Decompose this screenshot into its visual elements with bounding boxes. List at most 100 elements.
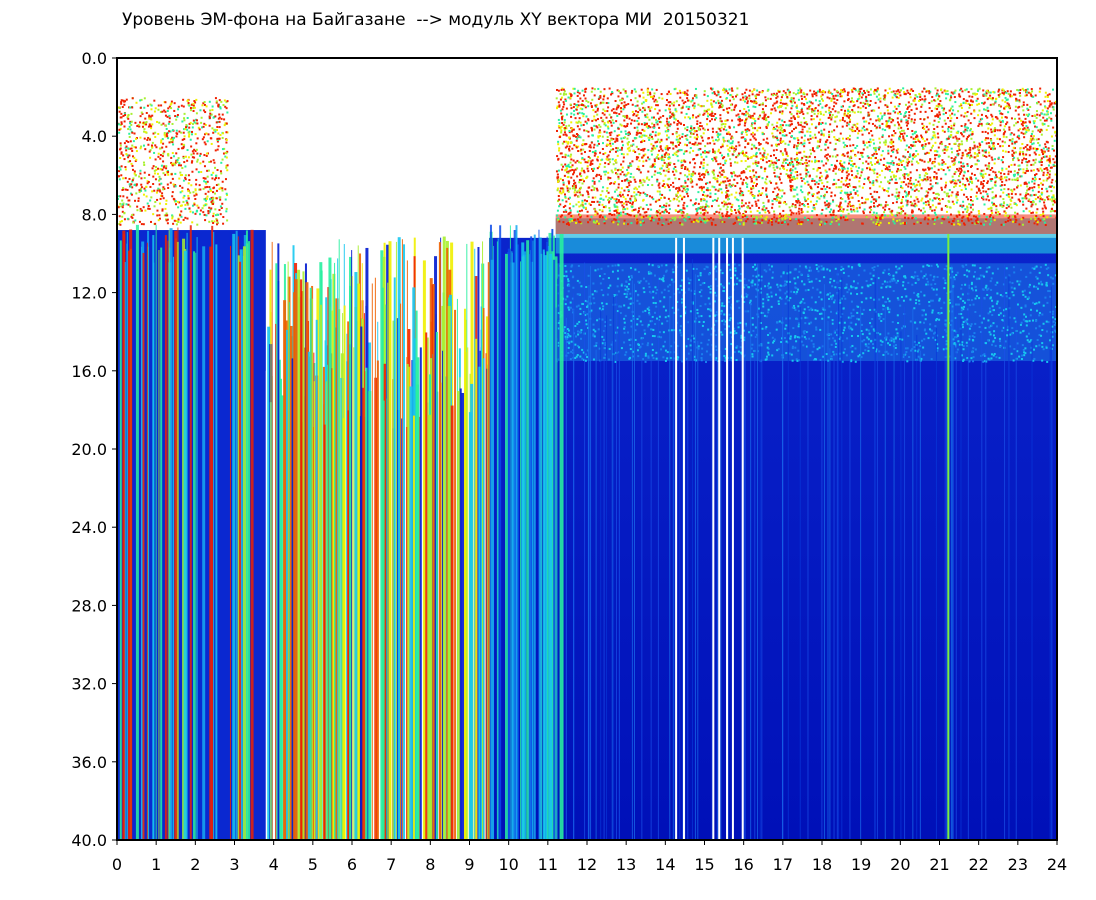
speckle: [764, 208, 767, 211]
speckle: [789, 186, 792, 189]
speckle: [918, 99, 921, 102]
speckle: [1028, 186, 1031, 189]
speckle: [736, 93, 739, 96]
speckle: [908, 114, 911, 117]
speckle: [817, 112, 820, 115]
speckle: [1043, 119, 1046, 122]
speckle: [590, 126, 593, 129]
speckle: [1000, 112, 1003, 115]
speckle: [603, 165, 606, 168]
speckle: [596, 158, 599, 161]
speckle: [675, 194, 678, 197]
speckle: [619, 191, 622, 194]
speckle: [638, 185, 641, 188]
speckle: [906, 158, 909, 161]
speckle: [796, 147, 799, 150]
speckle: [987, 132, 990, 135]
speckle: [776, 193, 779, 196]
speckle: [598, 201, 601, 204]
speckle: [800, 102, 803, 105]
speckle: [711, 158, 714, 161]
speckle: [632, 209, 635, 212]
speckle: [913, 118, 916, 121]
speckle: [910, 182, 913, 185]
speckle: [756, 129, 759, 132]
speckle: [885, 120, 888, 123]
speckle: [601, 209, 604, 212]
speckle: [581, 143, 584, 146]
speckle: [623, 189, 626, 192]
speckle: [926, 222, 929, 225]
speckle: [615, 147, 618, 150]
speckle: [748, 94, 751, 97]
speckle: [572, 134, 575, 137]
speckle: [969, 196, 972, 199]
speckle: [763, 217, 766, 220]
speckle: [1048, 93, 1051, 96]
speckle: [1047, 164, 1050, 167]
speckle: [1041, 191, 1044, 194]
speckle: [599, 214, 602, 217]
speckle: [599, 175, 602, 178]
speckle: [861, 202, 864, 205]
speckle: [1048, 185, 1051, 188]
speckle: [676, 127, 679, 130]
speckle: [663, 211, 666, 214]
speckle: [592, 177, 595, 180]
speckle: [1043, 150, 1046, 153]
speckle: [969, 133, 972, 136]
speckle: [1007, 216, 1010, 219]
speckle: [963, 223, 966, 226]
speckle: [680, 161, 683, 164]
speckle: [629, 214, 632, 217]
speckle: [960, 114, 963, 117]
speckle: [888, 87, 891, 90]
speckle: [623, 222, 626, 225]
speckle: [677, 143, 680, 146]
speckle: [923, 100, 926, 103]
speckle: [627, 165, 630, 168]
speckle: [995, 208, 998, 211]
speckle: [830, 191, 833, 194]
speckle: [696, 122, 699, 125]
speckle: [731, 103, 734, 106]
speckle: [748, 109, 751, 112]
speckle: [949, 114, 952, 117]
speckle: [725, 196, 728, 199]
speckle: [559, 152, 562, 155]
speckle: [937, 105, 940, 108]
speckle: [693, 127, 696, 130]
speckle: [674, 169, 677, 172]
speckle: [1003, 125, 1006, 128]
speckle: [667, 186, 670, 189]
speckle: [618, 133, 621, 136]
speckle: [1028, 181, 1031, 184]
speckle: [567, 154, 570, 157]
speckle: [722, 89, 725, 92]
speckle: [776, 95, 779, 98]
speckle: [576, 134, 579, 137]
speckle: [642, 149, 645, 152]
speckle: [875, 198, 878, 201]
speckle: [986, 180, 989, 183]
speckle: [1007, 205, 1010, 208]
speckle: [626, 169, 629, 172]
speckle: [612, 221, 615, 224]
speckle: [721, 212, 724, 215]
speckle: [641, 128, 644, 131]
speckle: [933, 165, 936, 168]
speckle: [885, 123, 888, 126]
speckle: [933, 134, 936, 137]
speckle: [964, 123, 967, 126]
speckle: [956, 199, 959, 202]
speckle: [813, 109, 816, 112]
speckle: [798, 142, 801, 145]
speckle: [635, 193, 638, 196]
speckle: [1002, 92, 1005, 95]
speckle: [653, 92, 656, 95]
speckle: [1024, 132, 1027, 135]
speckle: [851, 110, 854, 113]
speckle: [1003, 90, 1006, 93]
speckle: [820, 122, 823, 125]
speckle: [801, 143, 804, 146]
